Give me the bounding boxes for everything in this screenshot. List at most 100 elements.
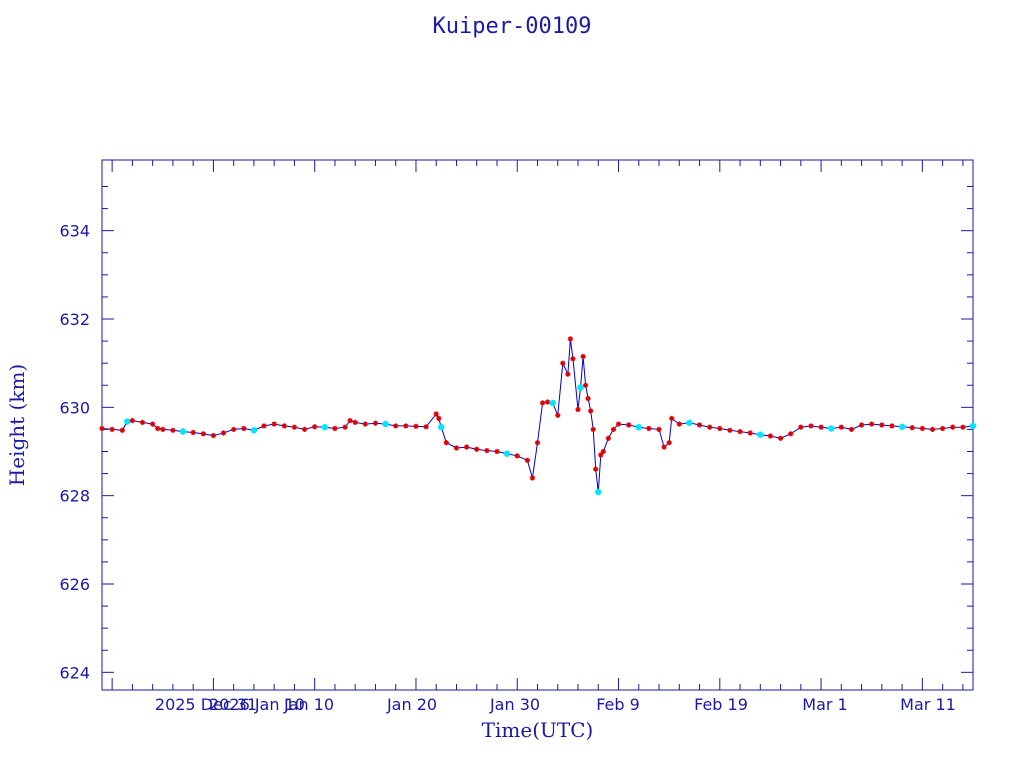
data-point [838, 424, 844, 430]
data-point [393, 423, 399, 429]
data-point [302, 426, 308, 432]
data-point [610, 426, 617, 432]
data-point [661, 444, 667, 450]
data-point [969, 422, 977, 430]
data-point [150, 421, 156, 427]
y-tick-label: 624 [59, 663, 90, 682]
data-point [588, 408, 594, 414]
data-point [656, 426, 662, 432]
data-point [909, 425, 915, 431]
data-point [666, 440, 672, 446]
data-point [494, 448, 500, 455]
data-point [737, 429, 743, 435]
data-point [950, 424, 956, 430]
data-point [939, 425, 946, 432]
data-point [342, 424, 348, 430]
data-point [898, 423, 906, 430]
data-point [119, 427, 125, 433]
x-tick-label: Jan 20 [386, 695, 437, 714]
data-point [170, 427, 176, 433]
data-point [646, 425, 652, 432]
data-point [241, 425, 247, 432]
data-point [828, 425, 835, 432]
data-point [250, 427, 258, 434]
data-point [464, 444, 470, 450]
data-point [600, 448, 606, 455]
data-point [321, 424, 328, 431]
data-point [567, 336, 574, 342]
data-point [347, 418, 353, 424]
data-point [669, 415, 675, 421]
x-tick-label: Jan 30 [489, 695, 540, 714]
data-point [200, 431, 206, 437]
data-point [582, 382, 589, 388]
data-point [352, 419, 358, 425]
data-point [747, 430, 753, 436]
data-point [433, 411, 439, 417]
data-point [312, 424, 318, 430]
data-point [436, 415, 442, 421]
data-point [593, 466, 599, 472]
data-point [788, 431, 794, 437]
data-point [757, 431, 764, 438]
x-tick-label: Feb 19 [694, 695, 748, 714]
data-point [220, 430, 227, 436]
data-point [565, 371, 571, 377]
data-point [598, 452, 604, 458]
data-point [555, 412, 561, 418]
data-point [727, 427, 733, 433]
data-point [443, 440, 449, 446]
plot-frame [101, 159, 974, 691]
data-point [534, 440, 541, 446]
data-point [707, 424, 713, 430]
data-point [99, 425, 105, 432]
data-point [848, 426, 855, 432]
data-point [585, 395, 591, 402]
data-point [484, 448, 490, 454]
data-point [139, 419, 146, 425]
x-tick-label: Mar 11 [900, 695, 956, 714]
data-point [960, 424, 966, 430]
chart-title: Kuiper-00109 [432, 14, 592, 39]
data-point [919, 425, 926, 432]
data-point [179, 428, 187, 435]
data-point [524, 457, 531, 463]
data-point [575, 406, 581, 413]
data-point [453, 445, 460, 451]
data-point [929, 426, 936, 432]
data-point [808, 423, 814, 429]
data-point [372, 420, 379, 426]
x-tick-label: Feb 9 [596, 695, 640, 714]
data-point [879, 422, 885, 428]
data-point [281, 423, 287, 429]
data-point [635, 424, 642, 431]
data-point [261, 423, 267, 429]
data-point [271, 421, 277, 427]
data-point [503, 450, 511, 457]
y-tick-label: 628 [59, 487, 90, 506]
data-point [580, 353, 586, 360]
data-point [155, 425, 161, 432]
data-point [717, 425, 723, 432]
data-point [577, 384, 584, 391]
data-point [124, 418, 131, 425]
data-point [514, 453, 520, 459]
data-point [767, 433, 774, 439]
data-point [590, 426, 596, 432]
data-point [676, 421, 682, 427]
data-point [595, 488, 602, 496]
data-point [413, 423, 419, 429]
data-point [474, 446, 480, 452]
data-point [889, 423, 895, 429]
data-point [403, 423, 409, 429]
data-point [570, 356, 576, 362]
data-point [549, 399, 556, 407]
data-point [332, 425, 338, 432]
data-point [686, 419, 693, 426]
data-point [160, 426, 166, 432]
data-point [423, 424, 429, 430]
data-point [818, 424, 824, 430]
y-tick-label: 630 [59, 398, 90, 417]
y-axis-label: Height (km) [5, 363, 29, 487]
